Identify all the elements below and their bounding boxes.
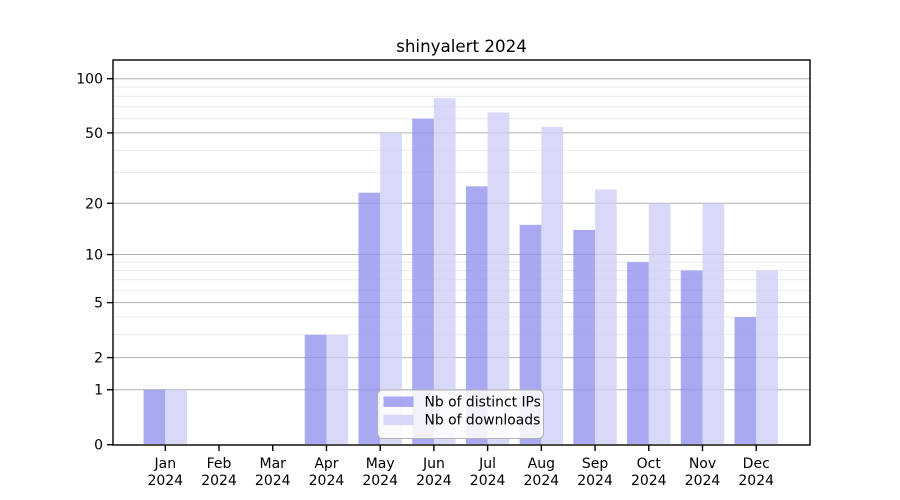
bar-ips-dec: [734, 317, 757, 444]
legend-label-ips: Nb of distinct IPs: [425, 395, 541, 411]
x-axis: Jan 2024 Feb 2024 Mar 2024 Apr 2024 May 2024 Jun 20…: [147, 445, 774, 489]
x-tick-label-oct: Oct 2024: [631, 456, 667, 489]
x-tick-label-aug: Aug 2024: [524, 456, 560, 489]
bar-ips-aug: [519, 224, 542, 444]
bar-ips-oct: [627, 262, 649, 444]
y-tick-label: 0: [94, 438, 103, 454]
bar-ips-jan: [143, 389, 166, 444]
bar-downloads-nov: [702, 203, 725, 444]
y-tick-label: 50: [85, 126, 103, 142]
bar-downloads-apr: [326, 334, 349, 444]
bar-downloads-jan: [165, 389, 187, 444]
legend-label-downloads: Nb of downloads: [425, 413, 541, 429]
x-tick-label-jan: Jan 2024: [147, 456, 183, 489]
plot-border: [112, 59, 811, 446]
x-tick-label-dec: Dec 2024: [738, 456, 774, 489]
bar-downloads-oct: [648, 203, 671, 444]
bar-ips-apr: [304, 334, 327, 444]
bar-downloads-jul: [487, 112, 510, 444]
bar-ips-may: [358, 192, 381, 444]
bar-downloads-sep: [595, 189, 617, 444]
y-tick-label: 5: [94, 296, 103, 312]
y-tick-label: 20: [85, 196, 103, 212]
bar-downloads-dec: [756, 270, 778, 444]
bar-downloads-jun: [433, 98, 456, 444]
bar-ips-sep: [573, 229, 596, 444]
y-tick-label: 100: [76, 72, 103, 88]
x-tick-label-jun: Jun 2024: [416, 456, 452, 489]
legend-box: [377, 389, 544, 439]
bar-ips-nov: [680, 270, 703, 444]
x-tick-label-jul: Jul 2024: [470, 456, 506, 489]
chart-title: shinyalert 2024: [396, 36, 527, 56]
bar-ips-jun: [412, 118, 434, 444]
y-axis: 0 1 2 5 10 20 50 100: [76, 72, 113, 454]
bar-downloads-may: [380, 132, 402, 444]
x-tick-label-sep: Sep 2024: [577, 456, 613, 489]
x-tick-label-may: May 2024: [362, 456, 398, 489]
y-tick-label: 10: [85, 248, 103, 264]
bar-groups: [143, 98, 778, 444]
bar-downloads-aug: [541, 126, 564, 444]
x-tick-label-nov: Nov 2024: [685, 456, 721, 489]
legend: Nb of distinct IPs Nb of downloads: [377, 389, 544, 439]
bar-ips-jul: [465, 186, 488, 444]
x-tick-label-apr: Apr 2024: [309, 456, 345, 489]
legend-swatch-downloads: [383, 414, 414, 426]
x-tick-label-feb: Feb 2024: [201, 456, 237, 489]
legend-swatch-ips: [383, 396, 414, 407]
y-tick-label: 2: [94, 351, 103, 367]
y-tick-label: 1: [94, 383, 103, 399]
x-tick-label-mar: Mar 2024: [255, 456, 291, 489]
